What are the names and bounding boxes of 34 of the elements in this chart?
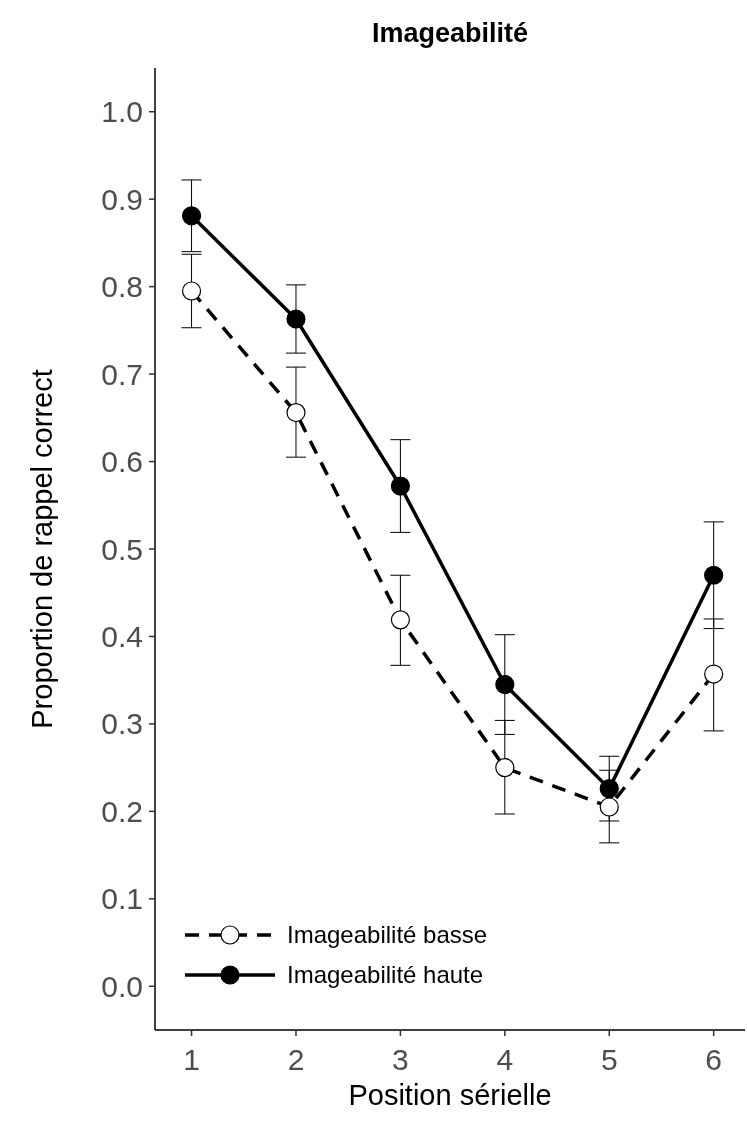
y-tick-label: 0.6 [101, 445, 143, 479]
chart-title: Imageabilité [371, 18, 529, 48]
x-axis-title: Position sérielle [348, 1079, 552, 1111]
legend-label: Imageabilité haute [287, 961, 484, 989]
x-tick-label: 6 [705, 1043, 723, 1076]
y-tick-label: 0.7 [101, 357, 143, 391]
point [286, 309, 306, 329]
point [704, 565, 724, 585]
x-tick-label: 3 [392, 1043, 409, 1076]
x-tick-label: 1 [183, 1043, 200, 1076]
y-tick-label: 0.9 [101, 182, 143, 216]
y-tick-label: 0.0 [101, 969, 143, 1003]
y-tick-label: 1.0 [101, 95, 143, 129]
point [599, 797, 619, 817]
y-tick-label: 0.8 [101, 270, 143, 304]
point [286, 402, 306, 423]
y-tick-label: 0.5 [101, 532, 143, 566]
point [181, 206, 202, 226]
point [390, 610, 410, 630]
y-tick-label: 0.4 [101, 619, 143, 653]
point [704, 664, 724, 684]
point [181, 281, 202, 301]
legend-label: Imageabilité basse [287, 921, 488, 949]
y-axis-title: Proportion de rappel correct [26, 369, 58, 729]
x-tick-label: 5 [600, 1043, 618, 1076]
x-tick-label: 4 [496, 1043, 514, 1076]
x-tick-label: 2 [287, 1043, 305, 1076]
y-tick-label: 0.1 [101, 882, 143, 916]
y-tick-label: 0.2 [101, 794, 143, 828]
point [495, 674, 515, 695]
point [390, 476, 410, 496]
point [599, 779, 619, 799]
point [495, 758, 515, 778]
y-tick-label: 0.3 [101, 707, 143, 741]
